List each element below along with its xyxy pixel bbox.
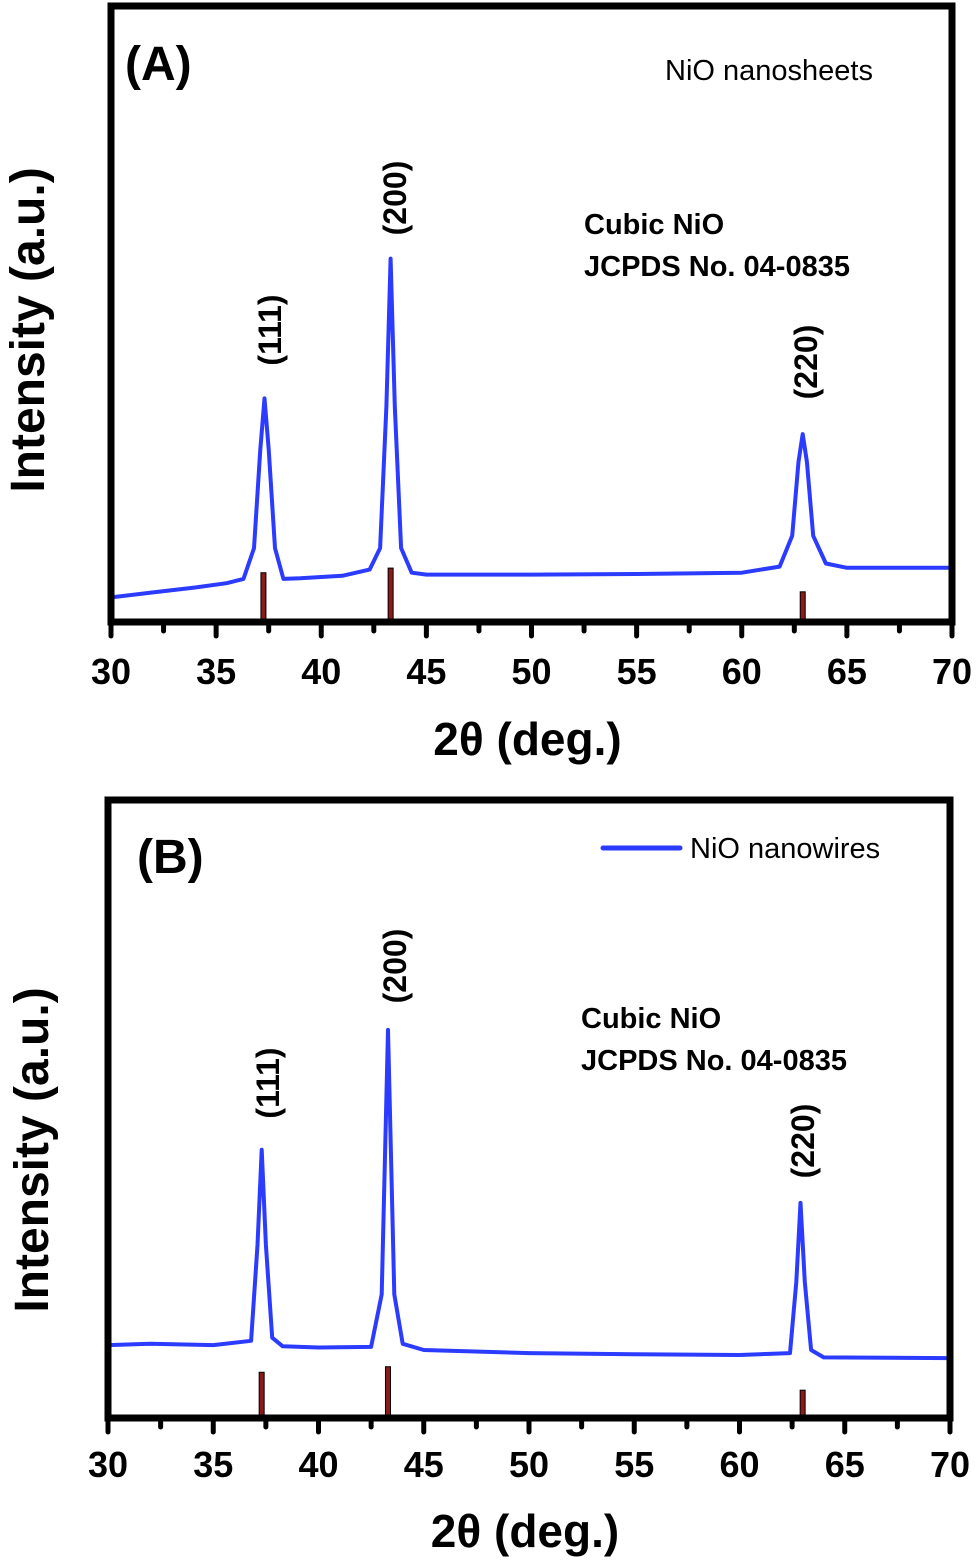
x-tick-label: 65 bbox=[827, 651, 867, 692]
x-tick-label: 55 bbox=[614, 1444, 654, 1485]
series-line bbox=[110, 256, 952, 600]
reference-line bbox=[799, 1389, 806, 1419]
x-tick-label: 70 bbox=[930, 1444, 970, 1485]
peak-label: (200) bbox=[377, 161, 413, 236]
annotation-text: Cubic NiO bbox=[584, 209, 724, 241]
series-line bbox=[107, 1027, 951, 1361]
reference-line bbox=[799, 591, 806, 623]
annotation-text: JCPDS No. 04-0835 bbox=[581, 1045, 847, 1077]
chart-title: NiO nanosheets bbox=[665, 55, 873, 87]
reference-line bbox=[258, 1371, 265, 1419]
legend-label: NiO nanowires bbox=[690, 833, 880, 865]
panel-label: (A) bbox=[125, 38, 192, 91]
x-tick-label: 30 bbox=[88, 1444, 128, 1485]
reference-line bbox=[387, 567, 394, 623]
peak-label: (111) bbox=[252, 294, 288, 365]
x-tick-label: 70 bbox=[932, 651, 972, 692]
plot-frame bbox=[104, 796, 954, 1422]
x-tick-label: 40 bbox=[298, 1444, 338, 1485]
y-axis-label: Intensity (a.u.) bbox=[6, 987, 59, 1312]
peak-label: (220) bbox=[785, 1104, 821, 1179]
reference-line bbox=[260, 572, 267, 623]
peak-label: (220) bbox=[788, 325, 824, 400]
x-tick-label: 30 bbox=[91, 651, 131, 692]
x-tick-label: 60 bbox=[719, 1444, 759, 1485]
x-tick-label: 55 bbox=[617, 651, 657, 692]
x-axis-label: 2θ (deg.) bbox=[431, 1505, 619, 1557]
x-tick-label: 45 bbox=[404, 1444, 444, 1485]
plot-frame bbox=[107, 2, 956, 626]
x-tick-label: 50 bbox=[511, 651, 551, 692]
panel-b: 30 35 40 45 50 55 60 65 70 2θ (deg.) Intensity (a.… bbox=[6, 796, 970, 1557]
x-axis-label: 2θ (deg.) bbox=[433, 713, 621, 765]
x-tick-label: 60 bbox=[722, 651, 762, 692]
reference-line bbox=[384, 1366, 391, 1419]
panel-a: 30 35 40 45 50 55 60 65 70 2θ (deg.) Intensity (a.… bbox=[2, 2, 972, 765]
x-tick-label: 35 bbox=[193, 1444, 233, 1485]
peak-label: (111) bbox=[250, 1047, 286, 1118]
panel-label: (B) bbox=[137, 831, 204, 884]
x-tick-label: 40 bbox=[301, 651, 341, 692]
annotation-text: Cubic NiO bbox=[581, 1003, 721, 1035]
x-tick-label: 35 bbox=[196, 651, 236, 692]
y-axis-label: Intensity (a.u.) bbox=[2, 167, 55, 492]
x-tick-label: 65 bbox=[825, 1444, 865, 1485]
peak-label: (200) bbox=[377, 929, 413, 1004]
annotation-text: JCPDS No. 04-0835 bbox=[584, 251, 850, 283]
x-tick-label: 50 bbox=[509, 1444, 549, 1485]
x-tick-label: 45 bbox=[406, 651, 446, 692]
